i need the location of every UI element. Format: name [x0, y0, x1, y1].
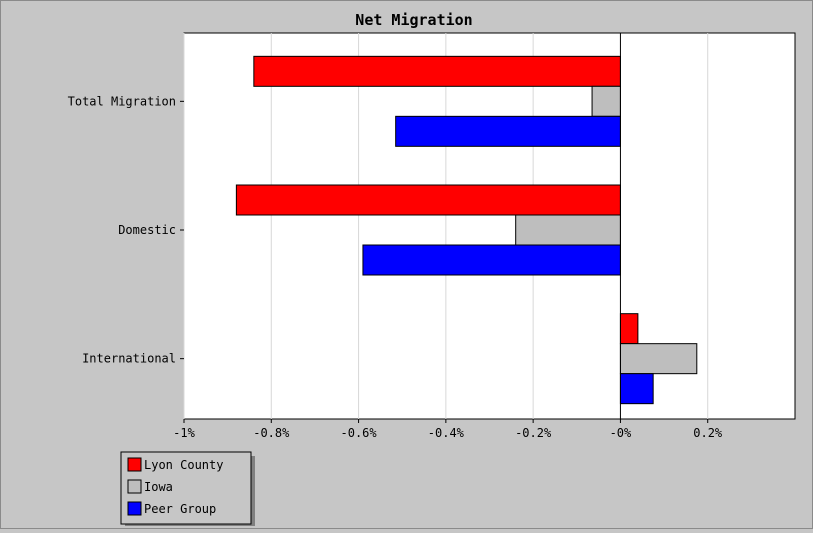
- x-tick-label: -0%: [610, 426, 632, 440]
- legend-label: Peer Group: [144, 502, 216, 516]
- x-tick-label: -0.6%: [341, 426, 378, 440]
- x-tick-label: -0.2%: [515, 426, 552, 440]
- x-tick-label: -1%: [173, 426, 195, 440]
- plot-area: [183, 32, 796, 420]
- x-axis: -1% -0.8% -0.6% -0.4% -0.2% -0% 0.2%: [173, 419, 723, 440]
- x-tick-label: -0.4%: [428, 426, 465, 440]
- x-tick-label: 0.2%: [693, 426, 723, 440]
- bar-lyon-county: [619, 313, 639, 345]
- legend-swatch: [127, 479, 142, 494]
- y-category-label: Domestic: [118, 223, 176, 237]
- legend-swatch: [127, 457, 142, 472]
- chart-title: Net Migration: [355, 11, 472, 29]
- legend-swatch: [127, 501, 142, 516]
- y-category-label: Total Migration: [68, 94, 176, 108]
- y-category-label: International: [82, 352, 176, 366]
- bar-peer-group: [395, 115, 621, 147]
- bar-iowa: [591, 85, 621, 117]
- x-tick-label: -0.8%: [253, 426, 290, 440]
- bar-iowa: [619, 343, 698, 375]
- legend: Lyon County Iowa Peer Group: [120, 451, 255, 526]
- bar-lyon-county: [253, 55, 621, 87]
- bars: [235, 55, 698, 405]
- bar-lyon-county: [235, 184, 621, 216]
- bar-peer-group: [362, 244, 621, 276]
- y-axis: Total Migration Domestic International: [68, 94, 184, 366]
- legend-box: [120, 451, 252, 525]
- bar-peer-group: [619, 373, 654, 405]
- legend-label: Lyon County: [144, 458, 223, 472]
- bar-iowa: [515, 214, 621, 246]
- legend-label: Iowa: [144, 480, 173, 494]
